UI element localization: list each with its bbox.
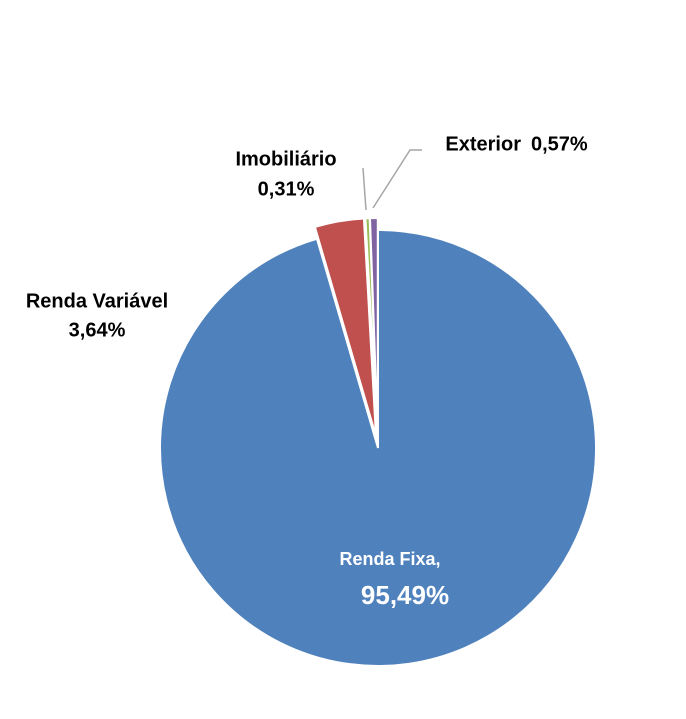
category-label: Exterior: [445, 133, 521, 155]
category-label: Renda Fixa,: [339, 549, 440, 569]
category-label: Renda Variável: [26, 290, 168, 312]
pie-slice: [159, 228, 598, 667]
leader-line: [362, 167, 367, 211]
leader-line: [372, 149, 422, 209]
value-label: 0,57%: [531, 133, 588, 155]
pie-slice: [368, 217, 379, 437]
value-label: 95,49%: [361, 580, 449, 610]
value-label: 3,64%: [69, 319, 126, 341]
pie-slice: [313, 217, 377, 437]
category-label: Imobiliário: [235, 148, 336, 170]
value-label: 0,31%: [258, 178, 315, 200]
